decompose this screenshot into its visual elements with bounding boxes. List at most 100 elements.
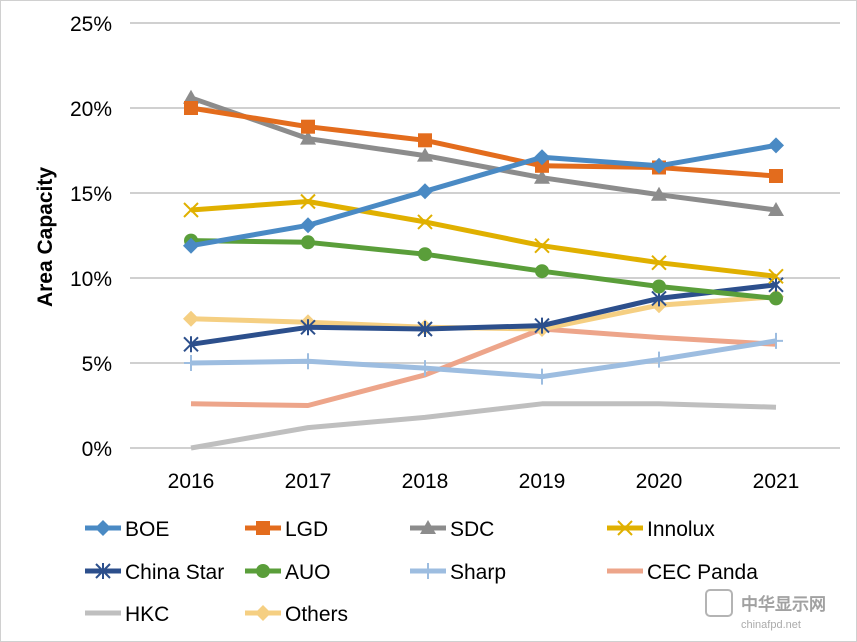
data-point (534, 317, 550, 334)
watermark-logo: 中华显示网 chinafpd.net (705, 589, 826, 631)
series-sdc (183, 89, 784, 216)
series-auo (184, 233, 783, 306)
data-point (184, 355, 198, 371)
data-point (769, 169, 783, 183)
series-lines (183, 89, 784, 451)
series-line (190, 142, 777, 249)
legend-item: Others (245, 603, 348, 626)
data-point (417, 214, 433, 230)
y-tick-label: 0% (82, 438, 112, 461)
data-point (301, 353, 315, 370)
series-sharp (184, 332, 783, 385)
data-point (535, 368, 549, 385)
data-point (534, 237, 550, 254)
data-point (301, 119, 315, 134)
y-axis-title: Area Capacity (34, 167, 57, 307)
legend-label: AUO (285, 561, 331, 584)
data-point (420, 520, 436, 534)
series-innolux (183, 193, 784, 285)
legend-label: Innolux (647, 518, 715, 541)
data-point (651, 157, 667, 174)
series-line (190, 294, 777, 332)
legend-label: Others (285, 603, 348, 626)
legend-item: LGD (245, 518, 328, 541)
legend-label: HKC (125, 603, 169, 626)
y-tick-label: 20% (70, 98, 112, 121)
series-lgd (184, 101, 783, 183)
data-point (417, 321, 433, 337)
legend-item: CEC Panda (607, 561, 758, 584)
data-point (769, 291, 783, 306)
legend-label: China Star (125, 561, 224, 584)
data-point (255, 605, 271, 621)
data-point (652, 279, 666, 294)
data-point (95, 563, 111, 579)
x-axis-ticks: 2016 2017 2018 2019 2020 2021 (168, 470, 800, 493)
data-point (652, 351, 666, 368)
data-point (417, 147, 433, 162)
watermark-url: chinafpd.net (741, 619, 801, 631)
legend: BOE LGD SDC Innolux China Star AUO Sharp CEC Pa… (85, 518, 758, 626)
data-point (95, 520, 111, 536)
y-tick-label: 10% (70, 268, 112, 291)
series-cec-panda (190, 326, 777, 408)
data-point (183, 202, 199, 218)
legend-item: HKC (85, 603, 169, 626)
series-line (190, 326, 777, 408)
data-point (418, 133, 432, 148)
data-point (534, 149, 550, 166)
data-point (535, 264, 549, 279)
data-point (651, 186, 667, 201)
data-point (184, 101, 198, 115)
data-point (183, 237, 199, 254)
legend-item: SDC (410, 518, 494, 541)
legend-item: Sharp (410, 561, 506, 584)
series-line (190, 238, 777, 301)
series-line (190, 338, 777, 380)
x-tick-label: 2019 (519, 470, 566, 493)
series-line (190, 199, 777, 279)
data-point (300, 130, 316, 145)
data-point (418, 247, 432, 262)
data-point (418, 360, 432, 377)
series-china-star (183, 276, 784, 353)
y-tick-label: 15% (70, 183, 112, 206)
data-point (768, 137, 784, 154)
data-point (300, 319, 316, 336)
series-line (190, 105, 777, 179)
x-tick-label: 2020 (636, 470, 683, 493)
data-point (421, 563, 435, 579)
legend-label: Sharp (450, 561, 506, 584)
data-point (768, 202, 784, 216)
legend-item: China Star (85, 561, 224, 584)
legend-label: CEC Panda (647, 561, 758, 584)
series-line (190, 95, 777, 213)
x-tick-label: 2021 (753, 470, 800, 493)
data-point (617, 520, 633, 536)
data-point (300, 217, 316, 234)
legend-item: BOE (85, 518, 169, 541)
data-point (256, 521, 270, 535)
series-boe (183, 137, 784, 254)
watermark-logo-text: 中华显示网 (741, 594, 826, 614)
series-line (190, 282, 777, 347)
series-hkc (190, 401, 777, 451)
data-point (256, 564, 270, 578)
data-point (651, 254, 667, 271)
data-point (301, 235, 315, 250)
data-point (300, 193, 316, 210)
series-line (190, 401, 777, 451)
data-point (535, 158, 549, 173)
legend-label: LGD (285, 518, 328, 541)
y-tick-label: 25% (70, 13, 112, 36)
legend-label: SDC (450, 518, 494, 541)
data-point (534, 169, 550, 184)
legend-label: BOE (125, 518, 169, 541)
data-point (183, 310, 199, 327)
x-tick-label: 2016 (168, 470, 215, 493)
legend-item: Innolux (607, 518, 715, 541)
data-point (768, 268, 784, 285)
data-point (769, 332, 783, 349)
y-axis-ticks: 0% 5% 10% 15% 20% 25% (70, 13, 112, 461)
